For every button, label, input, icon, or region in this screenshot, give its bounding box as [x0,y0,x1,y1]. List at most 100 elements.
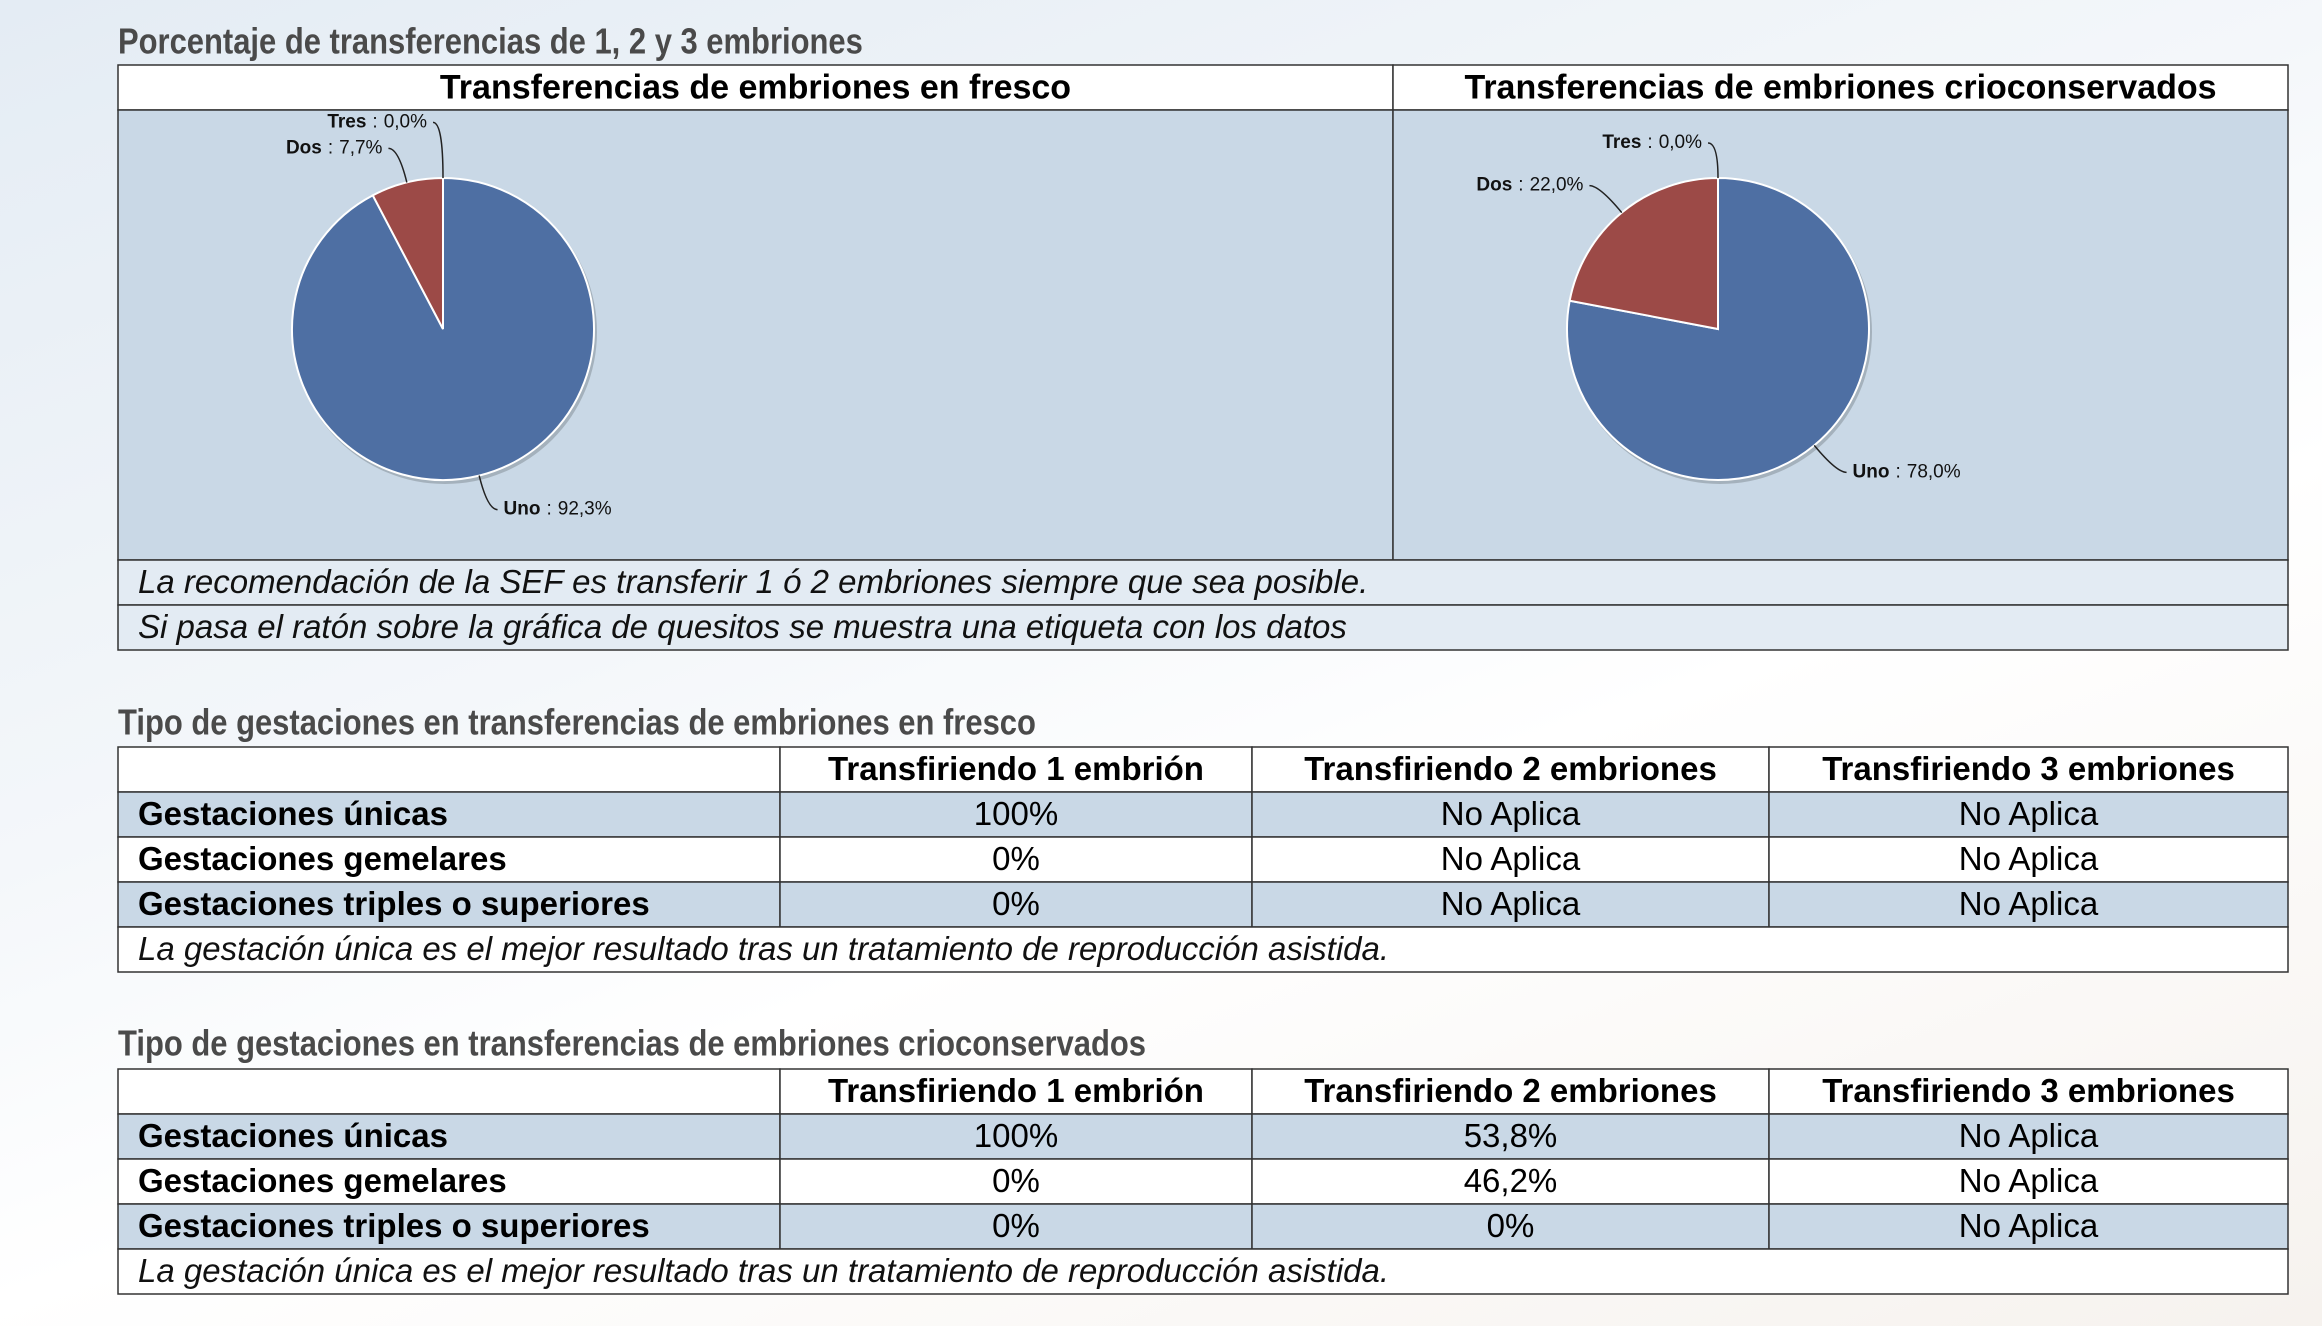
note-row [117,604,2289,651]
note: Si pasa el ratón sobre la gráfica de que… [138,608,1347,645]
header-cell [1768,746,2289,793]
cell [117,1113,781,1160]
label-separator: : [1518,175,1523,196]
cell-value: No Aplica [1959,885,2099,922]
chart-title: Transferencias de embriones crioconserva… [1464,68,2216,106]
label-value: 78,0% [1907,461,1961,482]
note: La recomendación de la SEF es transferir… [138,563,1368,600]
footnote-row [117,1248,2289,1295]
cell [1768,1113,2289,1160]
header-cell [779,746,1253,793]
label-separator: : [372,111,377,132]
cell [779,1158,1253,1205]
row-header: Gestaciones únicas [138,795,448,832]
label-name: Tres [1602,132,1641,153]
section-title: Tipo de gestaciones en transferencias de… [118,703,1036,743]
row-header: Gestaciones gemelares [138,840,507,877]
header-cell [1251,746,1770,793]
leader-line [478,475,498,511]
leader-line [1589,184,1623,214]
label-value: 22,0% [1530,175,1584,196]
pie-slice [1566,176,1870,481]
cell-value: No Aplica [1959,1117,2099,1154]
cell-value: No Aplica [1441,885,1581,922]
cell-value: No Aplica [1959,795,2099,832]
leader-line [1813,444,1847,474]
cell [1251,1203,1770,1250]
cell-value: No Aplica [1959,840,2099,877]
cell [1251,1113,1770,1160]
label-name: Dos [286,137,322,158]
column-header: Transfiriendo 3 embriones [1822,1072,2235,1109]
section-title: Tipo de gestaciones en transferencias de… [118,1024,1146,1064]
cell [1768,791,2289,838]
column-header: Transfiriendo 2 embriones [1304,750,1717,787]
label-name: Dos [1476,175,1512,196]
cell [117,791,781,838]
chart-header [117,64,1394,111]
cell [1768,881,2289,928]
cell [117,836,781,883]
cell-value: No Aplica [1441,795,1581,832]
leader-line [432,121,444,179]
pie-label: Uno:78,0% [1853,461,1961,482]
chart-title: Transferencias de embriones en fresco [440,68,1071,106]
label-separator: : [1895,461,1900,482]
section-title: Porcentaje de transferencias de 1, 2 y 3… [118,22,863,62]
header-cell [1251,1068,1770,1115]
cell-value: 53,8% [1464,1117,1558,1154]
cell-value: 0% [992,840,1040,877]
column-header: Transfiriendo 3 embriones [1822,750,2235,787]
leader-line [1707,142,1719,179]
column-header: Transfiriendo 1 embrión [828,1072,1204,1109]
header-cell [779,1068,1253,1115]
pie-slice [1568,176,1719,331]
pie-label: Tres:0,0% [327,111,427,132]
pie-label: Uno:92,3% [504,499,612,520]
cell-value: 46,2% [1464,1162,1558,1199]
pie-label: Dos:22,0% [1476,175,1583,196]
cell-value: No Aplica [1959,1162,2099,1199]
pie-label: Dos:7,7% [286,137,383,158]
column-header: Transfiriendo 2 embriones [1304,1072,1717,1109]
footnote-row [117,926,2289,973]
cell [1768,836,2289,883]
label-name: Tres [327,111,366,132]
cell [1768,1158,2289,1205]
label-separator: : [546,499,551,520]
cell [779,881,1253,928]
chart-header [1392,64,2289,111]
footnote: La gestación única es el mejor resultado… [138,1252,1389,1289]
leader-line [388,147,408,183]
label-separator: : [1647,132,1652,153]
label-value: 92,3% [558,499,612,520]
cell-value: No Aplica [1959,1207,2099,1244]
pie-label: Tres:0,0% [1602,132,1702,153]
label-name: Uno [504,499,541,520]
row-header: Gestaciones triples o superiores [138,885,650,922]
cell [1768,1203,2289,1250]
row-header: Gestaciones gemelares [138,1162,507,1199]
pie-slice [291,176,595,481]
column-header: Transfiriendo 1 embrión [828,750,1204,787]
label-name: Uno [1853,461,1890,482]
cell [117,1203,781,1250]
header-cell [117,1068,781,1115]
label-value: 0,0% [384,111,427,132]
label-separator: : [328,137,333,158]
cell-value: 0% [1487,1207,1535,1244]
row-header: Gestaciones triples o superiores [138,1207,650,1244]
label-value: 0,0% [1659,132,1702,153]
cell [1251,881,1770,928]
header-cell [117,746,781,793]
cell-value: 0% [992,1207,1040,1244]
footnote: La gestación única es el mejor resultado… [138,930,1389,967]
cell-value: No Aplica [1441,840,1581,877]
label-value: 7,7% [339,137,382,158]
cell [1251,1158,1770,1205]
cell-value: 100% [974,1117,1058,1154]
cell-value: 100% [974,795,1058,832]
cell [779,1113,1253,1160]
